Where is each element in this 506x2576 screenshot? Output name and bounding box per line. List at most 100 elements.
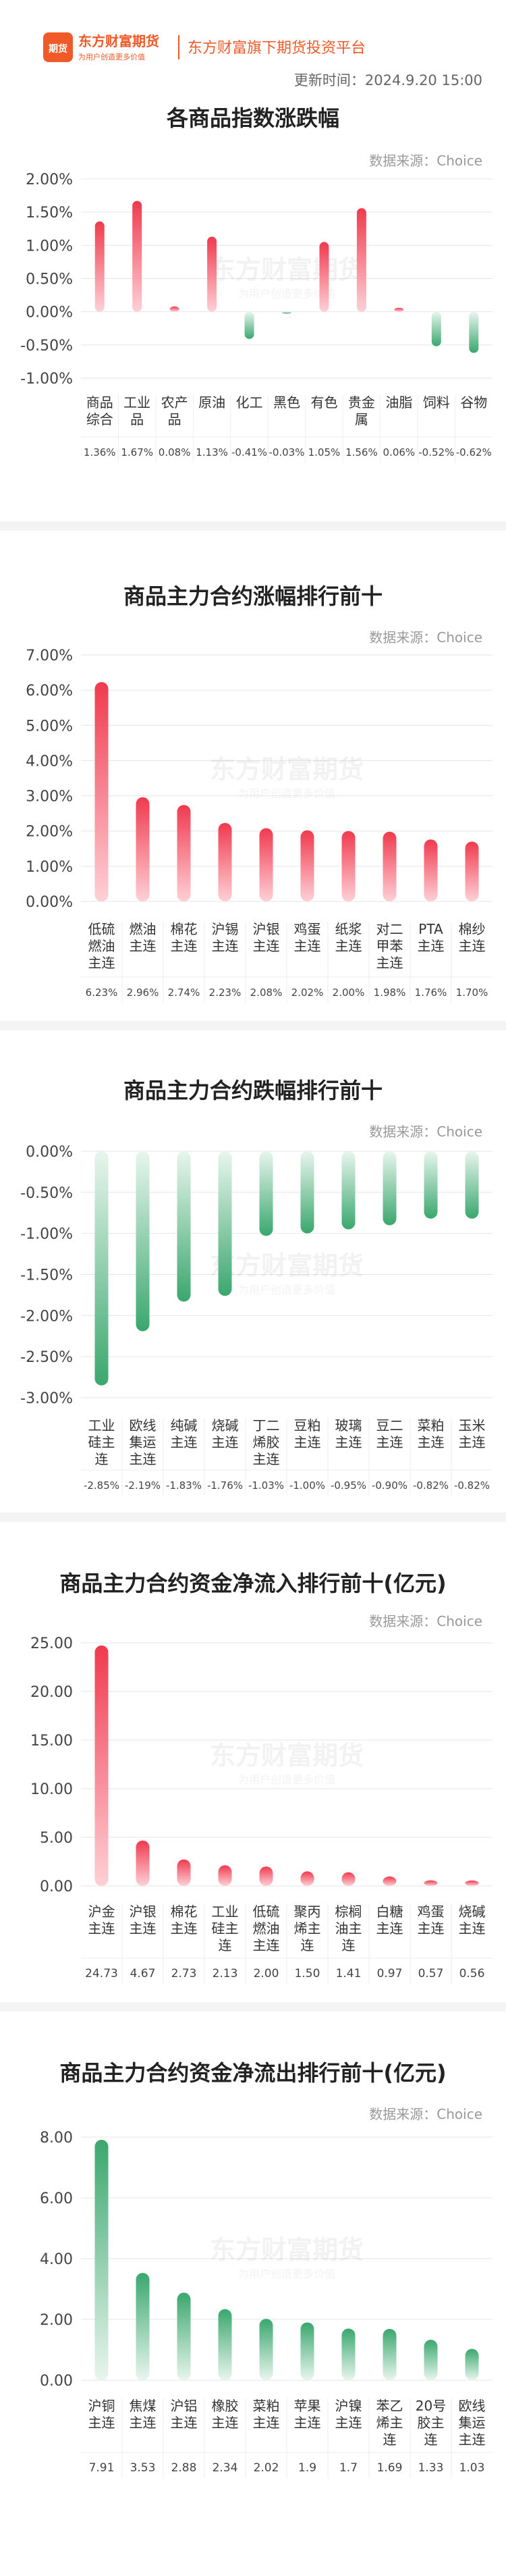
data-label: 2.73 [171,1967,197,1980]
x-tick-label: 白糖 [376,1903,403,1920]
x-tick-label: 燃油 [88,938,115,954]
x-tick-label: 烧碱 [459,1903,486,1920]
y-tick-label: 7.00% [26,648,73,664]
brand-name: 东方财富期货 [78,33,159,49]
data-label: -2.85% [84,1479,119,1492]
x-tick-label: 沪锡 [212,921,239,937]
bar [383,1151,397,1226]
x-tick-label: 主连 [253,1451,280,1467]
bar [424,2340,438,2380]
x-tick-label: 连 [95,1451,109,1467]
y-tick-label: -1.00% [20,371,73,388]
data-source-label: 数据来源：Choice [369,1613,482,1629]
watermark-sub: 为用户创造更多价值 [238,288,335,300]
x-tick-label: 焦煤 [130,2398,157,2414]
x-tick-label: 主连 [294,1434,321,1450]
data-label: 1.36% [84,446,116,458]
data-label: 2.23% [209,987,242,999]
bar [177,1859,191,1886]
x-tick-label: 主连 [130,2415,157,2431]
x-tick-label: 20号 [416,2398,446,2414]
bar [244,311,254,339]
section-divider [0,521,506,531]
data-label: 1.50 [295,1967,320,1980]
x-tick-label: 烯胶 [253,1434,280,1450]
data-label: 1.70% [456,987,488,999]
bar [465,2348,479,2380]
bar [300,2322,314,2380]
x-tick-label: 硅主 [212,1920,239,1937]
x-tick-label: 主连 [294,2415,321,2431]
x-tick-label: 沪铝 [171,2398,198,2414]
x-tick-label: 对二 [376,921,403,937]
y-tick-label: 5.00 [40,1830,73,1847]
x-tick-label: 沪金 [88,1903,115,1920]
x-tick-label: 主连 [171,1920,198,1937]
x-tick-label: 主连 [294,938,321,954]
y-tick-label: -3.00% [20,1390,73,1407]
x-tick-label: 连 [219,1937,232,1953]
bar [424,1880,438,1886]
data-label: 1.76% [415,987,447,999]
x-tick-label: 丁二 [253,1417,280,1434]
x-tick-label: 主连 [212,938,239,954]
section-title-index-change: 各商品指数涨跌幅 [166,105,339,131]
bar [218,822,232,901]
bar [94,221,105,312]
x-tick-label: 沪银 [130,1903,157,1920]
watermark: 东方财富期货 [210,1251,364,1281]
data-label: -1.76% [207,1479,243,1492]
bar [431,311,441,346]
x-tick-label: 主连 [212,1434,239,1450]
section-title-top-outflow: 商品主力合约资金净流出排行前十(亿元) [59,2060,447,2086]
x-tick-label: 属 [355,411,368,427]
x-tick-label: 主连 [171,938,198,954]
section-divider [0,1513,506,1522]
y-tick-label: 8.00 [40,2130,73,2147]
brand-logo-icon [43,32,73,62]
y-tick-label: 0.00% [26,894,73,911]
data-label: 1.05% [308,446,341,458]
bar [341,1872,356,1886]
data-label: 3.53 [130,2461,156,2475]
data-label: 2.00 [254,1967,279,1980]
section-divider [0,1021,506,1030]
bar [356,208,366,312]
watermark-sub: 为用户创造更多价值 [238,1284,335,1296]
bar [469,311,479,353]
x-tick-label: 菜粕 [418,1417,445,1434]
x-tick-label: 主连 [418,938,445,954]
brand-logo: 期货 东方财富期货 为用户创造更多价值 东方财富旗下期货投资平台 [43,28,421,69]
data-label: -0.41% [231,446,267,458]
x-tick-label: 主连 [418,1920,445,1937]
data-label: 0.97 [377,1967,403,1980]
data-label: -0.90% [372,1479,407,1492]
x-tick-label: 主连 [253,2415,280,2431]
data-label: 1.33 [418,2461,444,2475]
y-tick-label: -0.50% [20,1185,73,1202]
bar [383,1876,397,1886]
bar [259,2319,273,2380]
x-tick-label: 棉花 [171,921,198,937]
x-tick-label: 主连 [88,1920,115,1937]
x-tick-label: 主连 [459,1920,486,1937]
data-label: 6.23% [86,987,118,999]
x-tick-label: 胶主 [418,2415,445,2431]
data-source-label: 数据来源：Choice [369,1124,482,1140]
bar [94,682,109,901]
data-label: -0.62% [456,446,492,458]
watermark: 东方财富期货 [210,255,364,285]
x-tick-label: 主连 [459,938,486,954]
bar [259,828,273,901]
x-tick-label: 连 [383,2432,397,2448]
data-label: 1.9 [298,2461,316,2475]
data-source-label: 数据来源：Choice [369,629,482,646]
x-tick-label: 主连 [335,938,362,954]
x-tick-label: 主连 [212,2415,239,2431]
y-tick-label: 6.00% [26,683,73,700]
bar [394,307,404,312]
data-label: 24.73 [85,1967,118,1980]
x-tick-label: 纯碱 [171,1417,198,1434]
x-tick-label: 工业 [212,1903,239,1920]
y-tick-label: 5.00% [26,718,73,735]
